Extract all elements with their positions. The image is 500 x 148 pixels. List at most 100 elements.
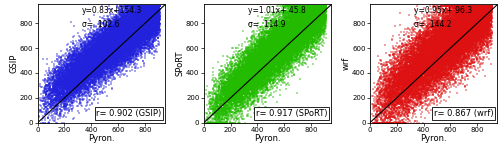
Point [313, 21, 321, 24]
Point [464, 57, 471, 60]
Point [442, 47, 450, 50]
Point [446, 61, 454, 63]
Point [474, 6, 482, 9]
Point [278, 35, 286, 38]
Point [124, 55, 132, 57]
Point [260, 50, 268, 52]
Point [369, 103, 377, 106]
Point [394, 98, 402, 101]
Point [442, 42, 450, 44]
Point [112, 64, 120, 66]
Point [150, 11, 158, 13]
Point [104, 34, 112, 36]
Point [410, 68, 418, 70]
Point [80, 81, 88, 83]
Point [306, 4, 314, 7]
Point [300, 15, 308, 18]
Point [458, 4, 466, 7]
Point [436, 61, 444, 63]
Point [460, 28, 468, 30]
Point [452, 59, 460, 61]
Point [100, 43, 108, 45]
Point [423, 80, 431, 82]
Point [415, 69, 423, 71]
Point [468, 29, 476, 31]
Point [300, 17, 308, 20]
Point [276, 40, 283, 43]
Point [440, 32, 448, 34]
Point [452, 51, 460, 54]
Point [96, 38, 104, 41]
Point [154, 4, 162, 7]
Point [424, 83, 432, 85]
Point [300, 40, 308, 42]
Point [319, 4, 327, 7]
Point [46, 98, 54, 100]
Point [424, 52, 432, 54]
Point [239, 81, 247, 83]
Point [244, 70, 252, 72]
Point [62, 83, 70, 85]
Point [142, 34, 150, 37]
Point [436, 66, 444, 68]
Point [463, 25, 471, 27]
Point [446, 51, 454, 53]
Point [468, 13, 475, 16]
Point [291, 35, 299, 38]
Point [77, 72, 85, 75]
Point [426, 59, 434, 62]
Point [262, 74, 270, 77]
Point [292, 33, 300, 36]
Point [118, 32, 126, 35]
Point [440, 36, 448, 39]
Point [278, 61, 286, 63]
Point [224, 98, 232, 100]
Point [442, 53, 450, 55]
Point [314, 12, 322, 15]
Point [440, 75, 448, 78]
Point [304, 4, 312, 7]
Point [460, 42, 468, 45]
Point [300, 4, 308, 7]
Point [108, 49, 116, 51]
Point [392, 61, 400, 63]
Point [482, 12, 490, 15]
Point [399, 87, 407, 89]
Point [121, 34, 129, 36]
Point [380, 112, 388, 115]
Point [278, 44, 286, 46]
Point [138, 28, 145, 30]
Point [455, 82, 463, 85]
Point [88, 49, 96, 52]
Point [278, 33, 285, 36]
Point [298, 44, 306, 46]
Point [276, 56, 284, 58]
Point [454, 21, 462, 23]
Point [291, 12, 299, 15]
Point [390, 86, 398, 89]
Point [304, 4, 312, 7]
Point [128, 28, 136, 30]
Point [441, 35, 449, 38]
Point [49, 99, 57, 101]
Point [463, 8, 471, 10]
Point [472, 6, 480, 8]
Point [156, 12, 164, 14]
Point [422, 74, 430, 76]
Point [272, 52, 280, 55]
Point [50, 84, 58, 86]
Point [402, 68, 409, 70]
Point [136, 20, 144, 22]
Point [60, 73, 68, 75]
Point [102, 71, 110, 73]
Point [433, 73, 441, 75]
Point [235, 78, 243, 80]
Point [148, 24, 156, 27]
Point [480, 4, 488, 7]
Point [262, 66, 270, 68]
Point [446, 81, 454, 83]
Point [119, 20, 127, 22]
Point [226, 88, 234, 90]
Point [446, 75, 454, 77]
Point [124, 29, 132, 32]
